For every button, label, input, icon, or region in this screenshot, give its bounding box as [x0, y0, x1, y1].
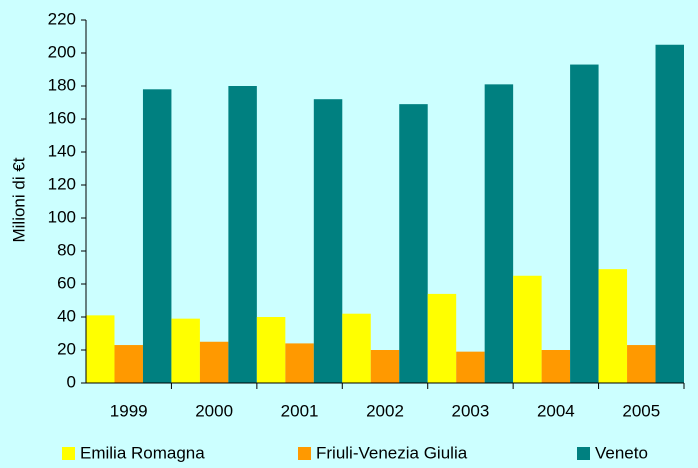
bar — [627, 345, 656, 383]
bar — [570, 64, 599, 384]
y-tick-label: 220 — [48, 9, 76, 28]
x-tick-label: 2000 — [195, 401, 233, 420]
bar — [86, 315, 115, 383]
y-tick-label: 80 — [57, 240, 76, 259]
x-tick-label: 2002 — [366, 401, 404, 420]
y-tick-label: 100 — [48, 207, 76, 226]
bar — [142, 89, 172, 384]
bar — [199, 341, 229, 383]
x-tick-label: 2001 — [281, 401, 319, 420]
legend-swatch — [577, 447, 590, 460]
y-tick-label: 200 — [48, 42, 76, 61]
legend-swatch — [298, 447, 311, 460]
bar — [427, 293, 457, 383]
legend-label: Veneto — [595, 443, 648, 462]
bar — [342, 313, 371, 383]
y-tick-label: 140 — [48, 141, 76, 160]
bar — [313, 99, 343, 383]
y-tick-label: 0 — [67, 372, 76, 391]
legend-label: Friuli-Venezia Giulia — [316, 443, 468, 462]
y-axis-label: Milioni di €t — [9, 157, 28, 242]
bar — [228, 86, 257, 383]
x-tick-label: 2003 — [452, 401, 490, 420]
y-tick-label: 20 — [57, 339, 76, 358]
bar — [541, 350, 571, 383]
bar — [256, 317, 286, 383]
bar — [399, 104, 428, 384]
y-tick-label: 40 — [57, 306, 76, 325]
x-tick-label: 2005 — [622, 401, 660, 420]
bar — [370, 350, 400, 383]
bar — [484, 84, 514, 383]
bar — [171, 318, 200, 383]
y-tick-label: 120 — [48, 174, 76, 193]
y-tick-label: 160 — [48, 108, 76, 127]
x-tick-label: 2004 — [537, 401, 575, 420]
legend-swatch — [62, 447, 75, 460]
bar — [114, 345, 143, 383]
legend-label: Emilia Romagna — [80, 443, 205, 462]
y-tick-label: 60 — [57, 273, 76, 292]
y-tick-label: 180 — [48, 75, 76, 94]
bar — [456, 351, 485, 383]
bar — [513, 275, 542, 383]
x-tick-label: 1999 — [110, 401, 148, 420]
bar — [285, 343, 314, 383]
bar — [598, 269, 628, 383]
bar — [655, 44, 684, 383]
